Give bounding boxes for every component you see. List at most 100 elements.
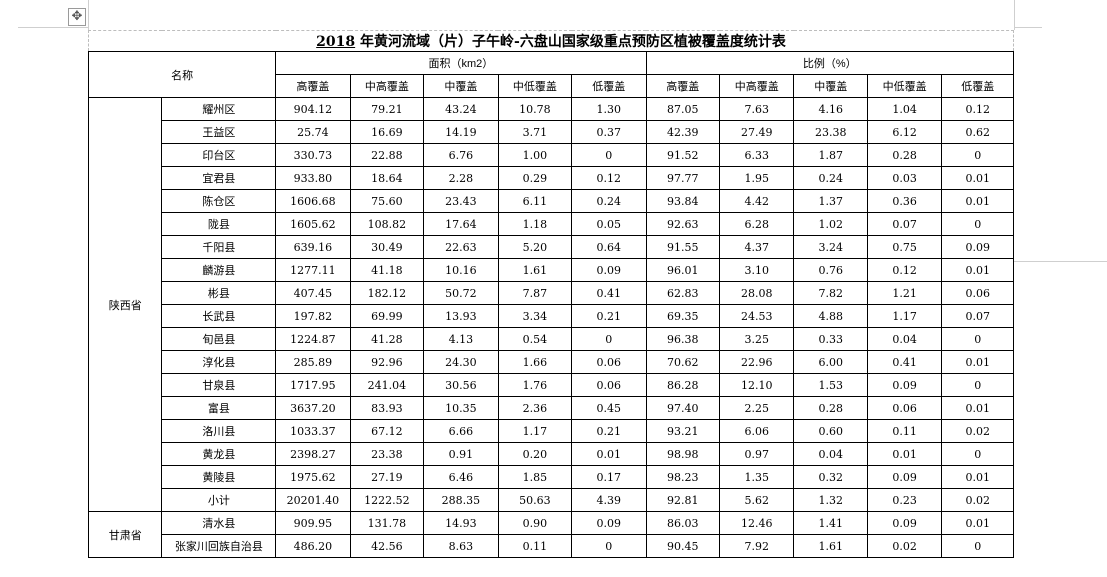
ratio-value-cell: 0.23: [866, 488, 943, 512]
table-title: 2018 年黄河流域（片）子午岭-六盘山国家级重点预防区植被覆盖度统计表: [88, 30, 1014, 52]
ratio-value-cell: 1.41: [793, 511, 868, 535]
province-cell: 甘肃省: [87, 511, 163, 558]
ratio-value-cell: 6.06: [718, 419, 795, 443]
subtotal-row: 小计 20201.40 1222.52 288.35 50.63 4.39 92.81 5.6…: [89, 488, 1014, 512]
area-value-cell: 8.63: [423, 534, 499, 558]
ratio-value-cell: 1.87: [793, 143, 868, 167]
area-value-cell: 0: [571, 534, 647, 558]
area-value-cell: 20201.40: [275, 488, 351, 512]
area-value-cell: 24.30: [423, 350, 499, 374]
table-row: 麟游县 1277.11 41.18 10.16 1.61 0.09 96.01 3.10 0.7…: [89, 258, 1014, 282]
county-name-cell: 黄龙县: [161, 442, 277, 466]
area-value-cell: 639.16: [275, 235, 351, 259]
ratio-value-cell: 22.96: [718, 350, 795, 374]
ratio-value-cell: 1.35: [718, 465, 795, 489]
ratio-value-cell: 92.63: [645, 212, 721, 236]
area-value-cell: 0.54: [497, 327, 573, 351]
ratio-value-cell: 0: [941, 143, 1014, 167]
area-value-cell: 41.28: [349, 327, 425, 351]
table-row: 印台区 330.73 22.88 6.76 1.00 0 91.52 6.33 1.87 0.28…: [89, 143, 1014, 167]
county-name-cell: 张家川回族自治县: [161, 534, 277, 558]
ratio-value-cell: 12.46: [718, 511, 795, 535]
table-row: 洛川县 1033.37 67.12 6.66 1.17 0.21 93.21 6.06 0.60…: [89, 419, 1014, 443]
ratio-value-cell: 0.33: [793, 327, 868, 351]
header-area-mid-low: 中低覆盖: [497, 74, 573, 98]
ratio-value-cell: 0.28: [793, 396, 868, 420]
ratio-value-cell: 0: [941, 534, 1014, 558]
area-value-cell: 23.38: [349, 442, 425, 466]
area-value-cell: 14.93: [423, 511, 499, 535]
area-value-cell: 42.56: [349, 534, 425, 558]
page-guide-line: [1014, 261, 1107, 262]
ratio-value-cell: 4.42: [718, 189, 795, 213]
area-value-cell: 1606.68: [275, 189, 351, 213]
area-value-cell: 1605.62: [275, 212, 351, 236]
area-value-cell: 17.64: [423, 212, 499, 236]
ratio-value-cell: 0.76: [793, 258, 868, 282]
ratio-value-cell: 4.16: [793, 97, 868, 121]
area-value-cell: 1975.62: [275, 465, 351, 489]
ratio-value-cell: 6.00: [793, 350, 868, 374]
area-value-cell: 10.35: [423, 396, 499, 420]
area-value-cell: 83.93: [349, 396, 425, 420]
area-value-cell: 6.66: [423, 419, 499, 443]
area-value-cell: 0: [571, 327, 647, 351]
ratio-value-cell: 6.12: [866, 120, 943, 144]
area-value-cell: 288.35: [423, 488, 499, 512]
county-name-cell: 洛川县: [161, 419, 277, 443]
table-row: 淳化县 285.89 92.96 24.30 1.66 0.06 70.62 22.96 6.0…: [89, 350, 1014, 374]
area-value-cell: 285.89: [275, 350, 351, 374]
ratio-value-cell: 92.81: [645, 488, 721, 512]
header-ratio-mid-low: 中低覆盖: [866, 74, 943, 98]
table-row: 富县 3637.20 83.93 10.35 2.36 0.45 97.40 2.25 0.28…: [89, 396, 1014, 420]
header-ratio-high: 高覆盖: [645, 74, 721, 98]
area-value-cell: 22.63: [423, 235, 499, 259]
county-name-cell: 淳化县: [161, 350, 277, 374]
ratio-value-cell: 1.37: [793, 189, 868, 213]
ratio-value-cell: 90.45: [645, 534, 721, 558]
area-value-cell: 0.91: [423, 442, 499, 466]
county-name-cell: 陈仓区: [161, 189, 277, 213]
ratio-value-cell: 98.23: [645, 465, 721, 489]
county-name-cell: 耀州区: [161, 97, 277, 121]
ratio-value-cell: 0.62: [941, 120, 1014, 144]
ratio-value-cell: 0.06: [941, 281, 1014, 305]
ratio-value-cell: 3.25: [718, 327, 795, 351]
area-value-cell: 0.20: [497, 442, 573, 466]
ratio-value-cell: 1.21: [866, 281, 943, 305]
area-value-cell: 1222.52: [349, 488, 425, 512]
area-value-cell: 0.21: [571, 419, 647, 443]
ratio-value-cell: 93.84: [645, 189, 721, 213]
ratio-value-cell: 4.88: [793, 304, 868, 328]
ratio-value-cell: 0.12: [866, 258, 943, 282]
area-value-cell: 1717.95: [275, 373, 351, 397]
area-value-cell: 1.30: [571, 97, 647, 121]
ratio-value-cell: 3.10: [718, 258, 795, 282]
ratio-value-cell: 24.53: [718, 304, 795, 328]
header-ratio-mid-high: 中高覆盖: [718, 74, 795, 98]
ratio-value-cell: 0.28: [866, 143, 943, 167]
area-value-cell: 1.66: [497, 350, 573, 374]
county-name-cell: 富县: [161, 396, 277, 420]
table-row: 旬邑县 1224.87 41.28 4.13 0.54 0 96.38 3.25 0.33 0.0…: [89, 327, 1014, 351]
county-name-cell: 彬县: [161, 281, 277, 305]
county-name-cell: 黄陵县: [161, 465, 277, 489]
area-value-cell: 909.95: [275, 511, 351, 535]
area-value-cell: 6.76: [423, 143, 499, 167]
area-value-cell: 13.93: [423, 304, 499, 328]
area-value-cell: 6.11: [497, 189, 573, 213]
ratio-value-cell: 96.38: [645, 327, 721, 351]
ratio-value-cell: 0.01: [941, 511, 1014, 535]
ratio-value-cell: 23.38: [793, 120, 868, 144]
ratio-value-cell: 1.53: [793, 373, 868, 397]
table-move-handle-icon[interactable]: ✥: [68, 8, 86, 26]
area-value-cell: 486.20: [275, 534, 351, 558]
area-value-cell: 0.06: [571, 373, 647, 397]
area-value-cell: 0: [571, 143, 647, 167]
ratio-value-cell: 6.33: [718, 143, 795, 167]
county-name-cell: 印台区: [161, 143, 277, 167]
area-value-cell: 50.63: [497, 488, 573, 512]
area-value-cell: 23.43: [423, 189, 499, 213]
header-ratio-low: 低覆盖: [941, 74, 1014, 98]
ratio-value-cell: 1.04: [866, 97, 943, 121]
